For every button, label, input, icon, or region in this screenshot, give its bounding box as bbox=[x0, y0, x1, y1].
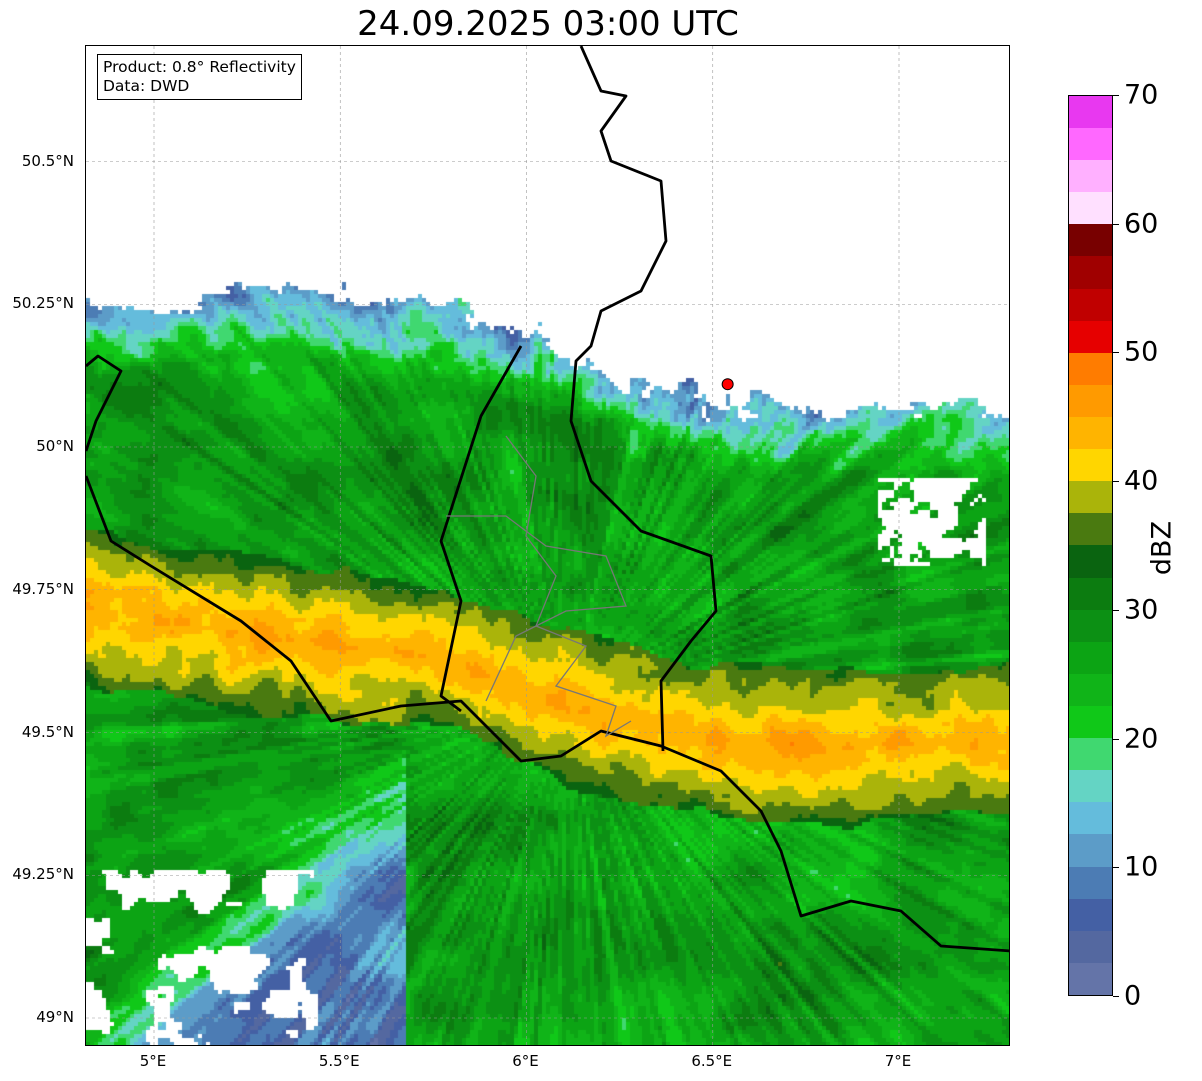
border-belgium-germany bbox=[569, 46, 718, 752]
colorbar-bin bbox=[1069, 160, 1112, 193]
colorbar-bin bbox=[1069, 770, 1112, 803]
lat-tick-label: 49.5°N bbox=[21, 722, 74, 741]
reflectivity-field bbox=[86, 46, 1009, 1045]
colorbar-bin bbox=[1069, 449, 1112, 482]
colorbar-bin bbox=[1069, 834, 1112, 867]
colorbar-bin bbox=[1069, 417, 1112, 450]
colorbar-tick-label: 70 bbox=[1124, 79, 1159, 111]
colorbar-bin bbox=[1069, 641, 1112, 674]
lon-tick-label: 6°E bbox=[512, 1052, 539, 1070]
colorbar-tick-label: 10 bbox=[1124, 851, 1159, 883]
colorbar-bin bbox=[1069, 962, 1112, 995]
colorbar-tick-label: 20 bbox=[1124, 723, 1159, 755]
border-france-belgium-luxembourg-germany bbox=[86, 475, 1009, 953]
colorbar-bin bbox=[1069, 802, 1112, 835]
radar-map[interactable] bbox=[85, 45, 1010, 1046]
admin-boundary bbox=[446, 515, 627, 702]
colorbar-bin bbox=[1069, 288, 1112, 321]
colorbar-bin bbox=[1069, 898, 1112, 931]
colorbar-tick bbox=[1113, 95, 1119, 96]
colorbar-tick-label: 40 bbox=[1124, 465, 1159, 497]
colorbar-tick-label: 60 bbox=[1124, 208, 1159, 240]
colorbar-bin bbox=[1069, 738, 1112, 771]
map-title: 24.09.2025 03:00 UTC bbox=[357, 4, 739, 44]
colorbar-bin bbox=[1069, 224, 1112, 257]
colorbar-bin bbox=[1069, 128, 1112, 161]
lat-tick-label: 50.5°N bbox=[21, 151, 74, 170]
colorbar-bin bbox=[1069, 609, 1112, 642]
colorbar-tick-label: 30 bbox=[1124, 594, 1159, 626]
colorbar-bin bbox=[1069, 545, 1112, 578]
colorbar-tick bbox=[1113, 738, 1119, 740]
colorbar-tick-label: 0 bbox=[1124, 980, 1142, 1012]
colorbar-bin bbox=[1069, 577, 1112, 610]
lon-tick-label: 6.5°E bbox=[691, 1052, 733, 1070]
border-belgium-france-west bbox=[86, 354, 123, 452]
colorbar bbox=[1068, 95, 1113, 996]
colorbar-tick bbox=[1113, 867, 1119, 869]
colorbar-bin bbox=[1069, 673, 1112, 707]
admin-boundary bbox=[505, 435, 632, 738]
colorbar-label: dBZ bbox=[1146, 520, 1178, 576]
colorbar-tick-label: 50 bbox=[1124, 336, 1159, 368]
lat-tick-label: 49°N bbox=[36, 1008, 74, 1026]
colorbar-bin bbox=[1069, 352, 1112, 385]
map-overlay bbox=[86, 46, 1009, 1045]
product-label: Product: 0.8° Reflectivity bbox=[103, 58, 296, 76]
border-belgium-luxembourg bbox=[439, 345, 523, 713]
colorbar-bin bbox=[1069, 256, 1112, 289]
colorbar-bin bbox=[1069, 192, 1112, 225]
lat-tick-label: 49.75°N bbox=[12, 579, 74, 598]
lat-tick-label: 50°N bbox=[36, 437, 74, 455]
colorbar-tick bbox=[1113, 481, 1119, 483]
colorbar-bin bbox=[1069, 95, 1112, 129]
info-box: Product: 0.8° Reflectivity Data: DWD bbox=[97, 54, 302, 100]
colorbar-bin bbox=[1069, 706, 1112, 739]
colorbar-tick bbox=[1113, 609, 1119, 611]
colorbar-tick bbox=[1113, 996, 1119, 997]
colorbar-tick bbox=[1113, 352, 1119, 354]
colorbar-bin bbox=[1069, 866, 1112, 899]
lon-tick-label: 5.5°E bbox=[318, 1052, 360, 1070]
lat-tick-label: 49.25°N bbox=[12, 865, 74, 884]
lat-tick-label: 50.25°N bbox=[12, 294, 74, 313]
data-source-label: Data: DWD bbox=[103, 77, 190, 95]
colorbar-bin bbox=[1069, 513, 1112, 546]
colorbar-bin bbox=[1069, 930, 1112, 963]
lon-tick-label: 5°E bbox=[139, 1052, 167, 1070]
colorbar-tick bbox=[1113, 223, 1119, 225]
colorbar-bin bbox=[1069, 320, 1112, 353]
lon-tick-label: 7°E bbox=[884, 1052, 912, 1070]
radar-site-marker bbox=[721, 378, 734, 391]
colorbar-bin bbox=[1069, 481, 1112, 514]
colorbar-bin bbox=[1069, 384, 1112, 418]
